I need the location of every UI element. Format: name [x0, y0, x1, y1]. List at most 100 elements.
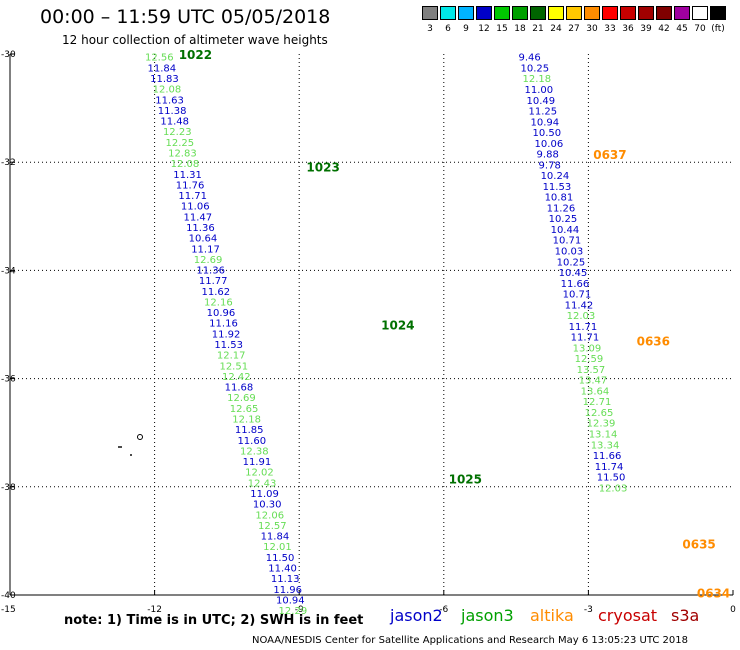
swh-value: 10.94 [276, 595, 305, 606]
pass-time-label: 1023 [306, 161, 339, 175]
swh-value: 12.25 [166, 138, 195, 149]
swh-value: 10.49 [527, 96, 556, 107]
scale-swatch [476, 6, 492, 20]
swh-value: 11.16 [209, 319, 238, 330]
swh-value: 11.76 [176, 180, 205, 191]
swh-value: 11.50 [597, 473, 626, 484]
swh-value: 12.59 [575, 354, 604, 365]
swh-value: 10.25 [521, 63, 550, 74]
swh-value: 9.88 [537, 150, 559, 161]
swh-value: 11.96 [273, 585, 302, 596]
swh-value: 11.40 [268, 563, 297, 574]
swh-value: 12.38 [240, 446, 269, 457]
swh-value: 13.64 [581, 386, 610, 397]
legend-altika: altika [530, 606, 574, 625]
scale-label: 24 [550, 24, 562, 34]
lon-tick-label: -3 [584, 605, 593, 615]
legend-jason2: jason2 [390, 606, 443, 625]
pass-time-label: 1025 [449, 473, 482, 487]
swh-value: 12.18 [232, 415, 261, 426]
swh-value: 12.06 [255, 510, 284, 521]
swh-value: 11.42 [565, 300, 594, 311]
scale-swatch [692, 6, 708, 20]
swh-value: 11.92 [212, 329, 241, 340]
scale-swatch [512, 6, 528, 20]
scale-label: 30 [586, 24, 598, 34]
lat-tick-label: -32 [1, 158, 16, 168]
swh-value: 10.03 [555, 246, 584, 257]
scale-label: 27 [568, 24, 580, 34]
altimeter-tracks: 12.5611.8411.8312.0811.6311.3811.4812.23… [145, 53, 627, 617]
scale-label: 12 [478, 24, 490, 34]
swh-value: 11.36 [196, 266, 225, 277]
swh-value: 10.71 [563, 290, 592, 301]
footer-note: note: 1) Time is in UTC; 2) SWH is in fe… [64, 613, 364, 628]
swh-value: 10.50 [533, 128, 562, 139]
pass-time-label: 1022 [179, 48, 212, 62]
swh-value: 12.18 [523, 74, 552, 85]
pass-time-label: 0637 [593, 148, 626, 162]
scale-swatch [674, 6, 690, 20]
pass-time-label: 0634 [697, 586, 730, 600]
pass-time-labels: 1022 1023 1024 1025 0637 0636 0635 0634 [179, 48, 731, 600]
swh-value: 10.25 [557, 257, 586, 268]
swh-value: 11.74 [595, 462, 624, 473]
map-subtitle: 12 hour collection of altimeter wave hei… [62, 33, 328, 47]
swh-value: 10.06 [535, 139, 564, 150]
scale-label: 3 [427, 24, 433, 34]
scale-swatch [602, 6, 618, 20]
swh-value: 12.17 [217, 351, 246, 362]
swh-value: 11.71 [569, 322, 598, 333]
swh-value: 10.81 [545, 193, 574, 204]
island-shape [137, 434, 143, 440]
lon-tick-label: -9 [295, 605, 304, 615]
pass-time-label: 0636 [637, 335, 670, 349]
scale-swatch [620, 6, 636, 20]
scale-swatch [638, 6, 654, 20]
swh-value: 11.38 [158, 106, 187, 117]
credit-line: NOAA/NESDIS Center for Satellite Applica… [252, 635, 688, 646]
swh-value: 11.83 [150, 74, 179, 85]
swh-value: 10.24 [541, 171, 570, 182]
swh-value: 12.01 [263, 542, 292, 553]
swh-value: 12.39 [587, 419, 616, 430]
swh-value: 11.53 [543, 182, 572, 193]
track-east: 9.4610.2512.1811.0010.4911.2510.9410.501… [519, 53, 628, 495]
swh-value: 11.85 [235, 425, 264, 436]
scale-label: 15 [496, 24, 508, 34]
swh-value: 11.71 [178, 191, 207, 202]
swh-value: 9.78 [539, 160, 561, 171]
swh-value: 12.43 [248, 478, 277, 489]
scale-swatch [548, 6, 564, 20]
lat-tick-label: -30 [1, 50, 16, 60]
scale-label: 39 [640, 24, 652, 34]
swh-value: 12.83 [168, 148, 197, 159]
swh-value: 11.84 [261, 532, 290, 543]
scale-label: (ft) [711, 24, 725, 34]
scale-swatch [422, 6, 438, 20]
swh-value: 11.47 [183, 212, 212, 223]
swh-value: 12.51 [219, 361, 248, 372]
swh-value: 11.53 [214, 340, 243, 351]
lat-tick-label: -38 [1, 483, 16, 493]
swh-value: 12.69 [227, 393, 256, 404]
pass-time-label: 1024 [381, 319, 414, 333]
swh-value: 11.91 [243, 457, 272, 468]
swh-value: 12.08 [153, 85, 182, 96]
swh-value: 11.31 [173, 170, 202, 181]
swh-value: 10.25 [549, 214, 578, 225]
swh-value: 10.45 [559, 268, 588, 279]
swh-value: 11.13 [271, 574, 300, 585]
swh-value: 12.57 [258, 521, 287, 532]
swh-value: 11.36 [186, 223, 215, 234]
legend-jason3: jason3 [461, 606, 514, 625]
swh-value: 11.77 [199, 276, 228, 287]
scale-label: 6 [445, 24, 451, 34]
swh-value: 13.09 [573, 343, 602, 354]
swh-value: 12.71 [583, 397, 612, 408]
swh-value: 13.57 [577, 365, 606, 376]
legend-s3a: s3a [671, 606, 700, 625]
swh-value: 12.02 [245, 468, 274, 479]
swh-value: 12.03 [599, 483, 628, 494]
swh-value: 10.96 [207, 308, 236, 319]
